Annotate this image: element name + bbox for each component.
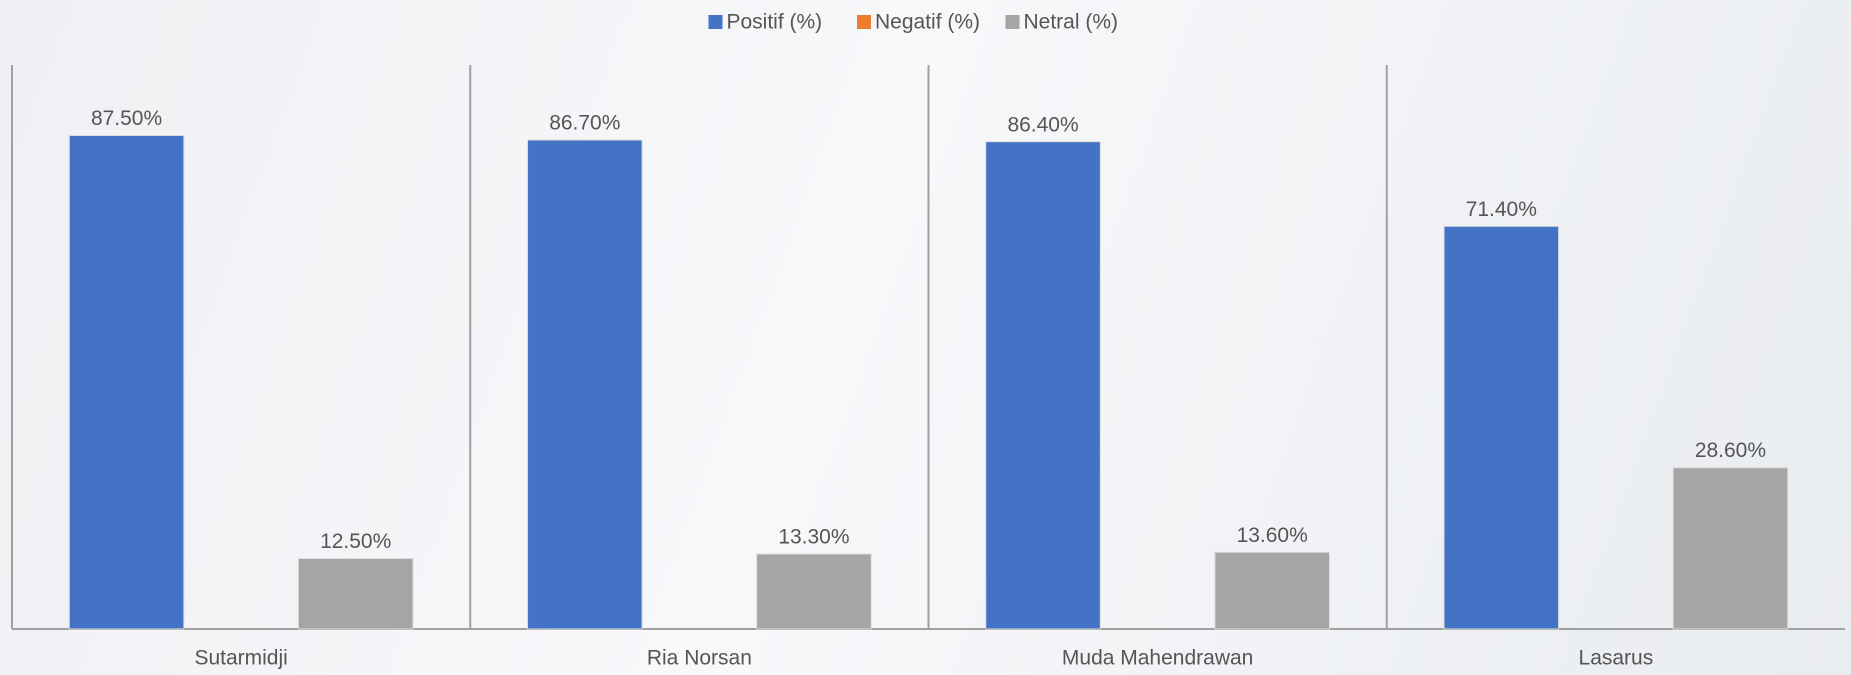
bar [756,553,872,630]
x-tick-label: Lasarus [1579,647,1654,670]
legend-label: Negatif (%) [875,11,980,34]
data-label: 86.70% [549,112,620,135]
bar [1672,467,1789,630]
bar [68,135,185,630]
data-label: 71.40% [1466,198,1537,221]
data-label: 86.40% [1007,113,1078,136]
bar [1443,225,1560,630]
data-label: 13.30% [778,526,849,549]
bar [297,558,414,630]
bar [1214,551,1330,630]
x-tick-label: Ria Norsan [647,647,752,670]
data-label: 87.50% [91,107,162,130]
bar [527,139,643,630]
legend-label: Netral (%) [1024,11,1119,34]
legend-swatch [1005,15,1020,29]
x-tick-label: Muda Mahendrawan [1062,647,1253,670]
legend-swatch [708,15,723,29]
data-label: 13.60% [1237,524,1308,547]
data-label: 28.60% [1695,439,1766,462]
legend-swatch [857,15,871,29]
legend-label: Positif (%) [727,11,823,34]
x-tick-label: Sutarmidji [194,647,287,670]
bar [985,141,1101,630]
data-label: 12.50% [320,530,391,553]
